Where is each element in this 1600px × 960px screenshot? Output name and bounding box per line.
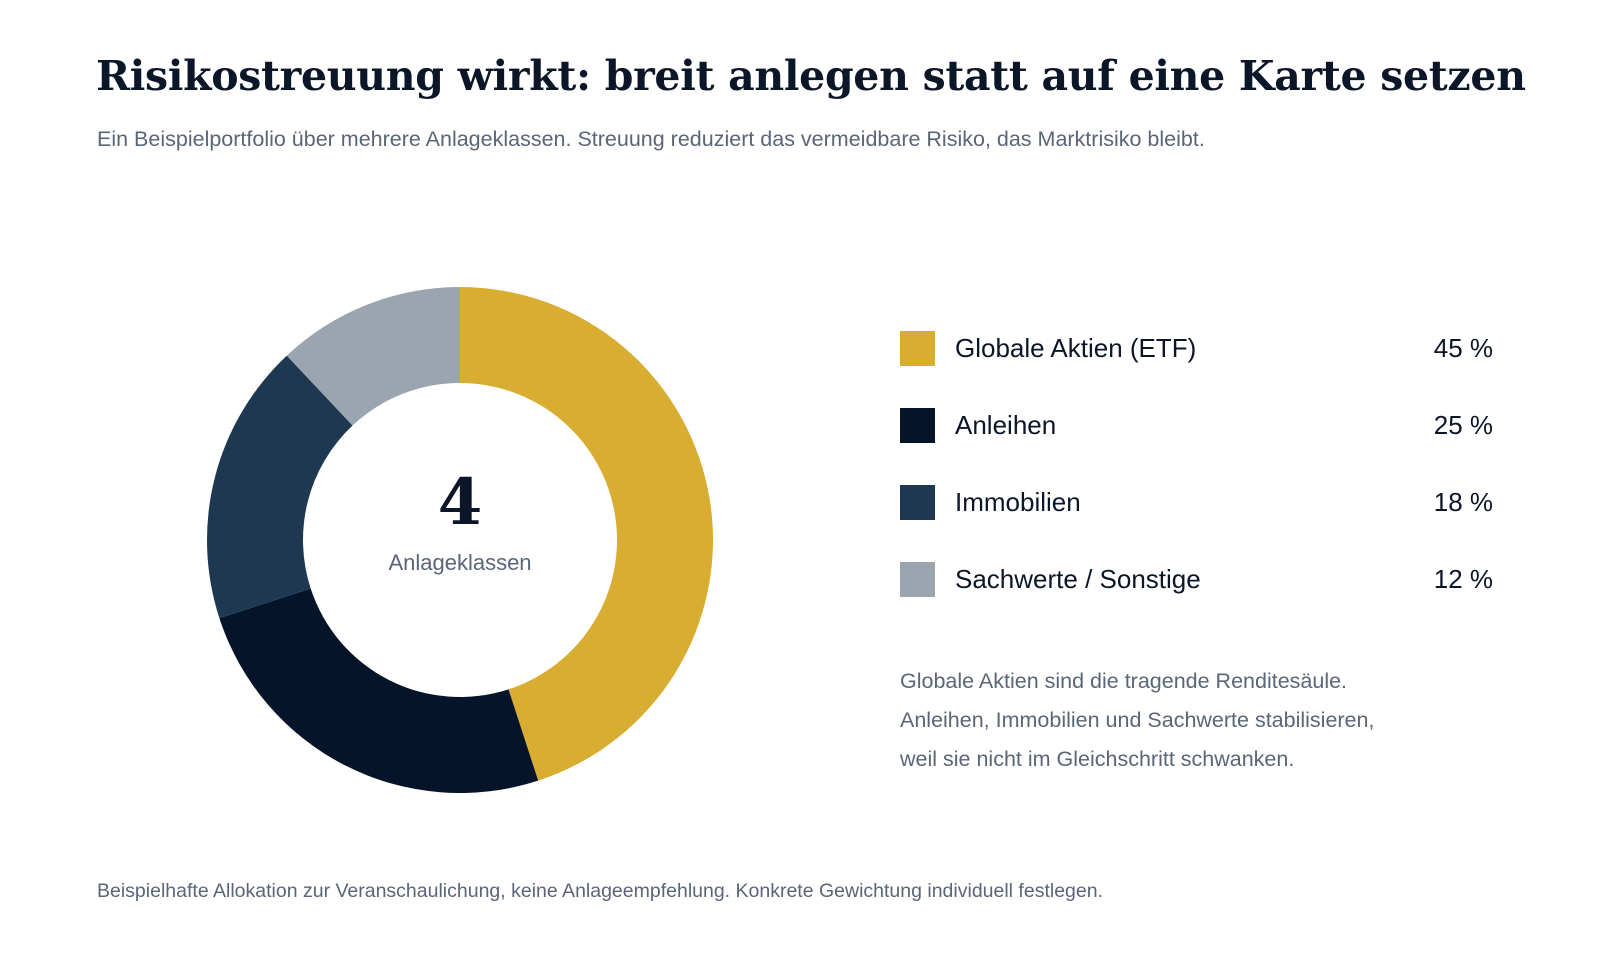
legend-swatch (900, 484, 935, 520)
donut-slice-anleihen (219, 588, 539, 793)
footnote: Beispielhafte Allokation zur Veranschaul… (97, 880, 1103, 902)
donut-slice-sachwerte-sonstige (286, 287, 460, 426)
donut-slice-globale-aktien-etf (460, 287, 714, 781)
explanation-note: Globale Aktien sind die tragende Rendite… (900, 662, 1460, 779)
chart-subtitle: Ein Beispielportfolio über mehrere Anlag… (97, 127, 1205, 151)
donut-slice-immobilien (207, 355, 353, 619)
legend-label: Immobilien (955, 486, 1081, 517)
legend-item-sachwerte: Sachwerte / Sonstige 12 % (900, 560, 1493, 598)
legend-swatch (900, 561, 935, 597)
legend-label: Sachwerte / Sonstige (955, 563, 1201, 594)
legend-value: 25 % (1433, 409, 1493, 440)
legend-item-globale-aktien: Globale Aktien (ETF) 45 % (900, 329, 1493, 367)
legend-label: Anleihen (955, 409, 1057, 440)
note-line: Globale Aktien sind die tragende Rendite… (900, 669, 1348, 693)
legend-value: 45 % (1433, 332, 1493, 363)
legend-swatch (900, 407, 935, 443)
center-number: 4 (438, 465, 483, 540)
donut-slices (207, 287, 714, 793)
legend: Globale Aktien (ETF) 45 % Anleihen 25 % … (900, 329, 1493, 637)
legend-swatch (900, 330, 935, 366)
note-line: Anleihen, Immobilien und Sachwerte stabi… (900, 708, 1375, 732)
legend-value: 12 % (1433, 563, 1493, 594)
note-line: weil sie nicht im Gleichschritt schwanke… (900, 747, 1295, 771)
legend-item-anleihen: Anleihen 25 % (900, 406, 1493, 444)
legend-value: 18 % (1433, 486, 1493, 517)
center-label: Anlageklassen (388, 550, 531, 575)
chart-title: Risikostreuung wirkt: breit anlegen stat… (96, 52, 1526, 100)
donut-chart: 4 Anlageklassen (207, 287, 714, 793)
legend-item-immobilien: Immobilien 18 % (900, 483, 1493, 521)
legend-label: Globale Aktien (ETF) (955, 332, 1197, 363)
